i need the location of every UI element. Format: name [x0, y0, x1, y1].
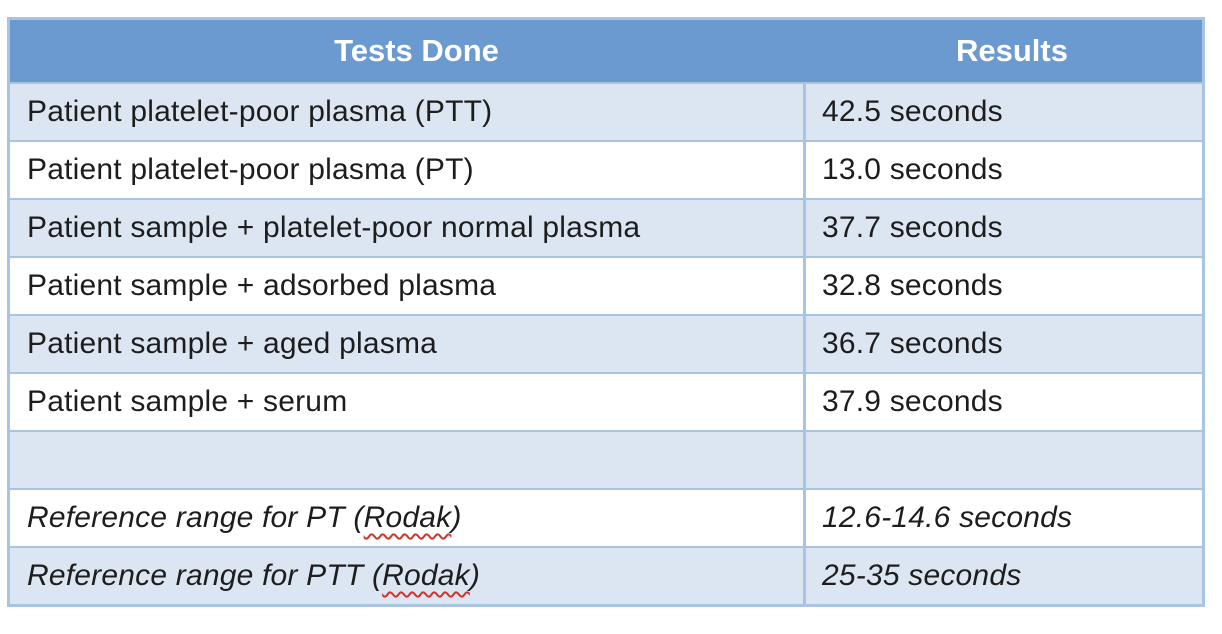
- test-name-cell: [10, 432, 806, 488]
- result-cell: 25-35 seconds: [822, 559, 1022, 592]
- table-row: Patient platelet-poor plasma (PT) 13.0 s…: [10, 140, 1202, 198]
- misspelled-word: Rodak: [363, 501, 452, 534]
- table-header-row: Tests Done Results: [10, 20, 1202, 82]
- result-cell: 36.7 seconds: [822, 327, 1003, 360]
- table-row: Reference range for PTT (Rodak) 25-35 se…: [10, 546, 1202, 604]
- test-name-cell: Patient sample + adsorbed plasma: [10, 258, 806, 314]
- test-name-cell: Patient sample + aged plasma: [10, 316, 806, 372]
- table-body: Patient platelet-poor plasma (PTT) 42.5 …: [10, 82, 1202, 604]
- test-name-cell: Patient platelet-poor plasma (PTT): [10, 84, 806, 140]
- misspelled-word: Rodak: [382, 559, 470, 592]
- test-name-cell: Reference range for PTT (Rodak): [10, 548, 806, 604]
- column-header-results: Results: [956, 33, 1068, 68]
- test-name-cell: Patient platelet-poor plasma (PT): [10, 142, 806, 198]
- result-cell: 42.5 seconds: [822, 95, 1003, 128]
- table-row: Patient platelet-poor plasma (PTT) 42.5 …: [10, 82, 1202, 140]
- lab-results-table: Tests Done Results Patient platelet-poor…: [7, 17, 1205, 607]
- result-cell: 13.0 seconds: [822, 153, 1003, 186]
- table-row: Reference range for PT (Rodak) 12.6-14.6…: [10, 488, 1202, 546]
- column-header-tests-done: Tests Done: [334, 33, 499, 68]
- test-name-cell: Patient sample + serum: [10, 374, 806, 430]
- table-row: [10, 430, 1202, 488]
- test-name-cell: Patient sample + platelet-poor normal pl…: [10, 200, 806, 256]
- result-cell: 37.7 seconds: [822, 211, 1003, 244]
- table-row: Patient sample + serum 37.9 seconds: [10, 372, 1202, 430]
- table-row: Patient sample + aged plasma 36.7 second…: [10, 314, 1202, 372]
- result-cell: 32.8 seconds: [822, 269, 1003, 302]
- result-cell: 37.9 seconds: [822, 385, 1003, 418]
- test-name-cell: Reference range for PT (Rodak): [10, 490, 806, 546]
- result-cell: [806, 432, 1202, 488]
- table-row: Patient sample + adsorbed plasma 32.8 se…: [10, 256, 1202, 314]
- result-cell: 12.6-14.6 seconds: [822, 501, 1073, 534]
- table-row: Patient sample + platelet-poor normal pl…: [10, 198, 1202, 256]
